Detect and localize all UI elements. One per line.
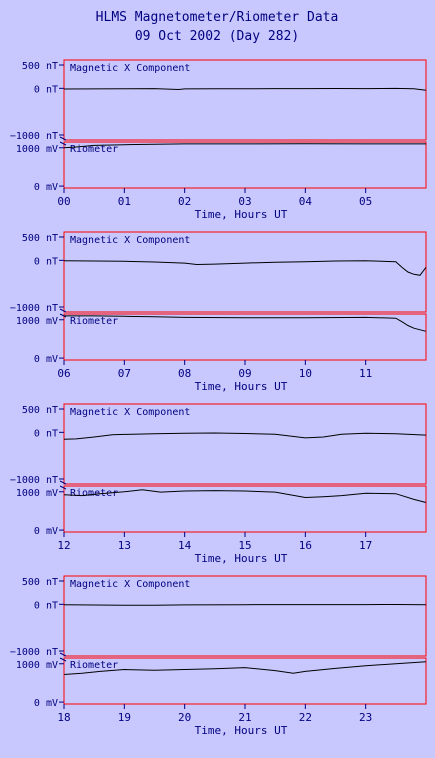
mag-panel-label: Magnetic X Component bbox=[70, 63, 190, 74]
rio-y-tick-label: 1000 mV bbox=[16, 316, 58, 327]
x-tick-label: 13 bbox=[118, 539, 131, 552]
x-tick-label: 07 bbox=[118, 367, 131, 380]
x-tick-label: 06 bbox=[57, 367, 70, 380]
rio-y-tick-label: 0 mV bbox=[34, 182, 58, 193]
chart-title: HLMS Magnetometer/Riometer Data bbox=[96, 10, 339, 25]
x-axis-label: Time, Hours UT bbox=[195, 380, 288, 393]
panel-segment-0: Magnetic X Component Riometer 500 nT 0 nT −1… bbox=[10, 59, 427, 221]
mag-y-tick-label: 0 nT bbox=[34, 600, 58, 611]
x-tick-label: 11 bbox=[359, 367, 372, 380]
mag-y-tick-label: 500 nT bbox=[22, 577, 58, 588]
panel-segment-1: Magnetic X Component Riometer 500 nT 0 nT −1… bbox=[10, 231, 427, 393]
x-tick-label: 02 bbox=[178, 195, 191, 208]
panel-segment-2: Magnetic X Component Riometer 500 nT 0 nT −1… bbox=[10, 403, 427, 565]
x-axis-label: Time, Hours UT bbox=[195, 208, 288, 221]
x-tick-label: 05 bbox=[359, 195, 372, 208]
rio-trace-line bbox=[63, 143, 426, 149]
x-tick-label: 19 bbox=[118, 711, 131, 724]
axis-break-mark bbox=[59, 308, 67, 318]
rio-trace-line bbox=[63, 661, 427, 675]
rio-trace-line bbox=[64, 315, 427, 332]
mag-frame bbox=[63, 575, 427, 657]
mag-y-tick-label: −1000 nT bbox=[10, 475, 58, 486]
mag-trace-line bbox=[63, 603, 427, 606]
x-tick-label: 21 bbox=[238, 711, 251, 724]
x-tick-label: 22 bbox=[299, 711, 312, 724]
mag-y-tick-label: −1000 nT bbox=[10, 647, 58, 658]
rio-panel-label: Riometer bbox=[70, 144, 118, 155]
mag-panel-label: Magnetic X Component bbox=[70, 579, 190, 590]
x-tick-label: 18 bbox=[57, 711, 70, 724]
x-tick-label: 20 bbox=[178, 711, 191, 724]
mag-trace-line bbox=[63, 432, 427, 440]
mag-y-tick-label: −1000 nT bbox=[10, 303, 58, 314]
axis-break-mark bbox=[59, 136, 67, 146]
x-tick-label: 08 bbox=[178, 367, 191, 380]
rio-y-tick-label: 0 mV bbox=[34, 698, 58, 709]
mag-frame bbox=[63, 231, 427, 313]
rio-trace-line bbox=[63, 489, 427, 503]
mag-frame bbox=[63, 59, 427, 141]
rio-y-tick-label: 1000 mV bbox=[16, 144, 58, 155]
rio-frame bbox=[63, 313, 427, 361]
x-tick-label: 16 bbox=[299, 539, 312, 552]
mag-y-tick-label: 0 nT bbox=[34, 256, 58, 267]
x-tick-label: 04 bbox=[299, 195, 313, 208]
chart-subtitle: 09 Oct 2002 (Day 282) bbox=[135, 29, 299, 44]
x-tick-label: 17 bbox=[359, 539, 372, 552]
mag-panel-label: Magnetic X Component bbox=[70, 407, 190, 418]
x-tick-label: 15 bbox=[238, 539, 251, 552]
x-tick-label: 10 bbox=[299, 367, 312, 380]
mag-y-tick-label: 500 nT bbox=[22, 405, 58, 416]
mag-trace-line bbox=[63, 87, 427, 91]
rio-panel-label: Riometer bbox=[70, 488, 118, 499]
mag-panel-label: Magnetic X Component bbox=[70, 235, 190, 246]
x-tick-label: 23 bbox=[359, 711, 372, 724]
panel-segment-3: Magnetic X Component Riometer 500 nT 0 nT −1… bbox=[10, 575, 427, 737]
mag-y-tick-label: 500 nT bbox=[22, 61, 58, 72]
rio-y-tick-label: 1000 mV bbox=[16, 660, 58, 671]
x-tick-label: 01 bbox=[118, 195, 131, 208]
rio-y-tick-label: 0 mV bbox=[34, 526, 58, 537]
mag-y-tick-label: 500 nT bbox=[22, 233, 58, 244]
x-tick-label: 14 bbox=[178, 539, 192, 552]
rio-y-tick-label: 0 mV bbox=[34, 354, 58, 365]
mag-trace-line bbox=[63, 260, 427, 276]
x-tick-label: 09 bbox=[238, 367, 251, 380]
rio-y-tick-label: 1000 mV bbox=[16, 488, 58, 499]
x-tick-label: 12 bbox=[57, 539, 70, 552]
x-axis-label: Time, Hours UT bbox=[195, 552, 288, 565]
rio-panel-label: Riometer bbox=[70, 316, 118, 327]
mag-y-tick-label: 0 nT bbox=[34, 428, 58, 439]
x-tick-label: 03 bbox=[238, 195, 251, 208]
rio-frame bbox=[63, 141, 427, 189]
rio-panel-label: Riometer bbox=[70, 660, 118, 671]
mag-y-tick-label: −1000 nT bbox=[10, 131, 58, 142]
mag-y-tick-label: 0 nT bbox=[34, 84, 58, 95]
x-tick-label: 00 bbox=[57, 195, 70, 208]
mag-frame bbox=[63, 403, 427, 485]
axis-break-mark bbox=[59, 652, 67, 662]
axis-break-mark bbox=[59, 480, 67, 490]
x-axis-label: Time, Hours UT bbox=[195, 724, 288, 737]
